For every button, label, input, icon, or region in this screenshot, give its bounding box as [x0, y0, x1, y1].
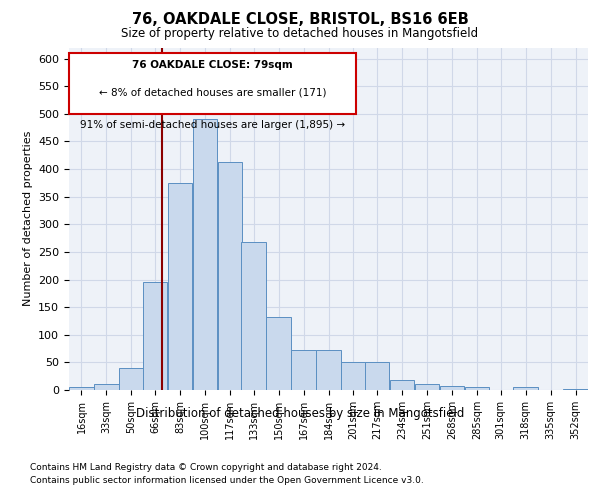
Text: 76 OAKDALE CLOSE: 79sqm: 76 OAKDALE CLOSE: 79sqm: [132, 60, 293, 70]
Bar: [514, 387, 538, 390]
Text: 76, OAKDALE CLOSE, BRISTOL, BS16 6EB: 76, OAKDALE CLOSE, BRISTOL, BS16 6EB: [131, 12, 469, 28]
Bar: [94, 384, 119, 390]
Text: Size of property relative to detached houses in Mangotsfield: Size of property relative to detached ho…: [121, 28, 479, 40]
Text: Distribution of detached houses by size in Mangotsfield: Distribution of detached houses by size …: [136, 408, 464, 420]
Bar: [218, 162, 242, 390]
Text: Contains public sector information licensed under the Open Government Licence v3: Contains public sector information licen…: [30, 476, 424, 485]
FancyBboxPatch shape: [69, 53, 356, 114]
Bar: [168, 183, 192, 390]
Bar: [415, 384, 439, 390]
Bar: [70, 387, 94, 390]
Bar: [266, 316, 290, 390]
Bar: [119, 368, 143, 390]
Text: 91% of semi-detached houses are larger (1,895) →: 91% of semi-detached houses are larger (…: [80, 120, 345, 130]
Bar: [193, 120, 217, 390]
Bar: [143, 282, 167, 390]
Bar: [440, 386, 464, 390]
Bar: [563, 389, 587, 390]
Text: Contains HM Land Registry data © Crown copyright and database right 2024.: Contains HM Land Registry data © Crown c…: [30, 462, 382, 471]
Bar: [341, 362, 365, 390]
Bar: [365, 362, 389, 390]
Bar: [292, 350, 316, 390]
Bar: [390, 380, 414, 390]
Bar: [465, 387, 489, 390]
Y-axis label: Number of detached properties: Number of detached properties: [23, 131, 32, 306]
Bar: [241, 242, 266, 390]
Text: ← 8% of detached houses are smaller (171): ← 8% of detached houses are smaller (171…: [98, 88, 326, 98]
Bar: [316, 350, 341, 390]
